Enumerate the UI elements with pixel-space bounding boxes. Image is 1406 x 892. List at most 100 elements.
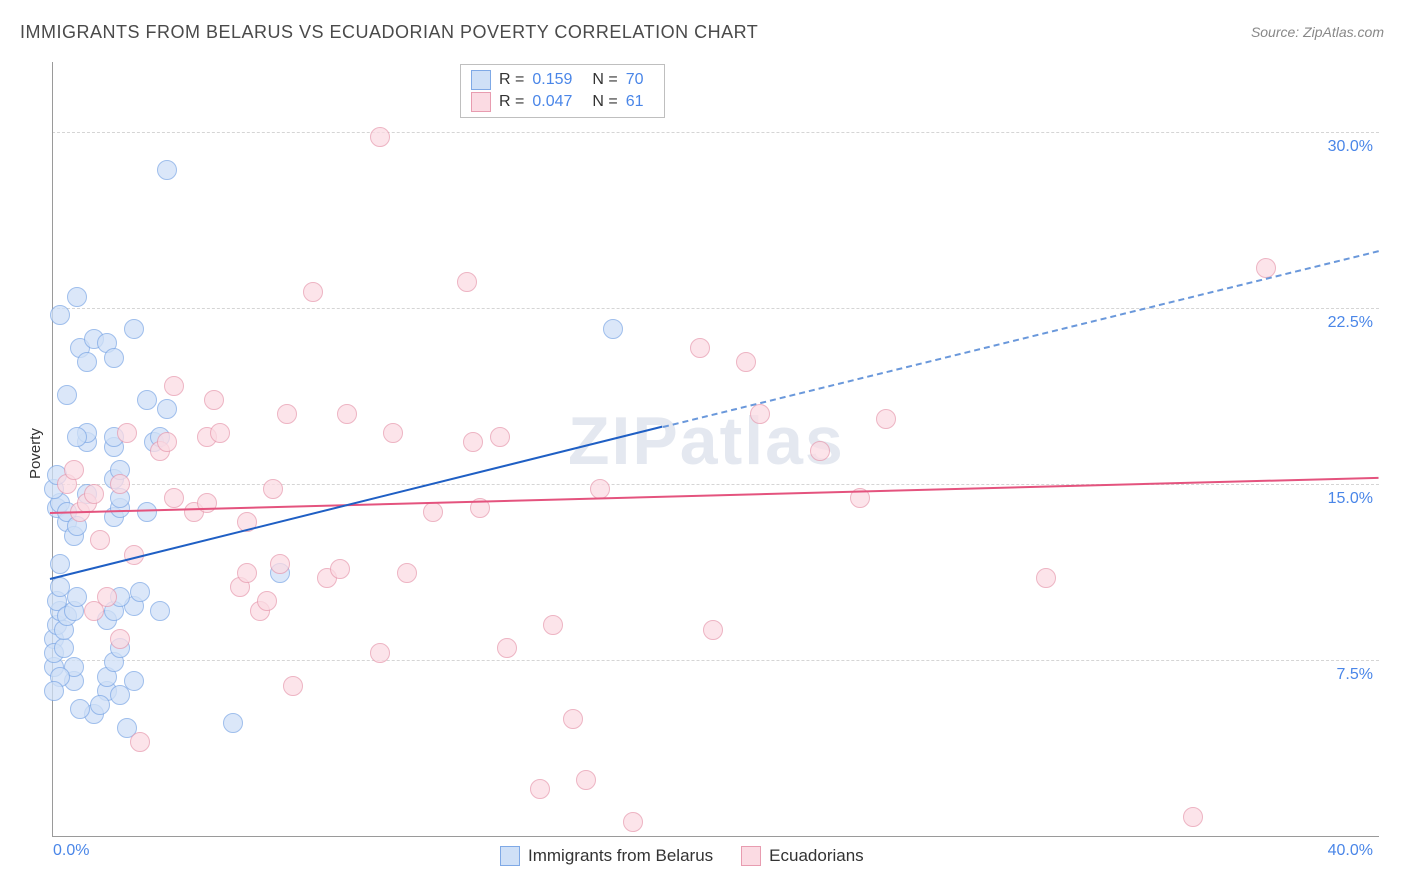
- scatter-point-ecuador: [370, 127, 390, 147]
- r-label: R =: [499, 69, 524, 91]
- scatter-point-ecuador: [164, 376, 184, 396]
- scatter-point-ecuador: [490, 427, 510, 447]
- scatter-point-belarus: [44, 681, 64, 701]
- scatter-point-ecuador: [237, 563, 257, 583]
- scatter-point-ecuador: [257, 591, 277, 611]
- scatter-point-ecuador: [210, 423, 230, 443]
- scatter-point-belarus: [67, 587, 87, 607]
- scatter-point-belarus: [603, 319, 623, 339]
- scatter-point-ecuador: [576, 770, 596, 790]
- scatter-point-ecuador: [130, 732, 150, 752]
- scatter-point-ecuador: [703, 620, 723, 640]
- series-legend: Immigrants from Belarus Ecuadorians: [500, 846, 864, 866]
- scatter-point-ecuador: [397, 563, 417, 583]
- scatter-point-ecuador: [690, 338, 710, 358]
- scatter-point-belarus: [130, 582, 150, 602]
- legend-row: R = 0.047 N = 61: [471, 91, 654, 113]
- scatter-point-ecuador: [1183, 807, 1203, 827]
- scatter-point-belarus: [157, 399, 177, 419]
- scatter-point-ecuador: [530, 779, 550, 799]
- legend-label: Immigrants from Belarus: [528, 846, 713, 866]
- legend-item: Immigrants from Belarus: [500, 846, 713, 866]
- scatter-point-ecuador: [90, 530, 110, 550]
- scatter-point-ecuador: [810, 441, 830, 461]
- legend-swatch: [741, 846, 761, 866]
- x-tick-label: 0.0%: [53, 842, 89, 860]
- legend-swatch: [500, 846, 520, 866]
- trend-line: [50, 477, 1379, 514]
- gridline: [52, 660, 1379, 661]
- scatter-point-ecuador: [204, 390, 224, 410]
- correlation-legend: R = 0.159 N = 70 R = 0.047 N = 61: [460, 64, 665, 118]
- scatter-point-ecuador: [263, 479, 283, 499]
- scatter-plot: ZIPatlas7.5%15.0%22.5%30.0%0.0%40.0%Pove…: [47, 62, 1379, 836]
- scatter-point-ecuador: [736, 352, 756, 372]
- r-label: R =: [499, 91, 524, 113]
- scatter-point-belarus: [77, 352, 97, 372]
- legend-row: R = 0.159 N = 70: [471, 69, 654, 91]
- scatter-point-belarus: [50, 554, 70, 574]
- gridline: [52, 132, 1379, 133]
- scatter-point-ecuador: [1036, 568, 1056, 588]
- trend-line: [663, 250, 1379, 428]
- scatter-point-ecuador: [497, 638, 517, 658]
- scatter-point-belarus: [104, 348, 124, 368]
- x-tick-label: 40.0%: [1328, 842, 1373, 860]
- scatter-point-ecuador: [84, 484, 104, 504]
- scatter-point-ecuador: [423, 502, 443, 522]
- scatter-point-ecuador: [64, 460, 84, 480]
- y-tick-label: 7.5%: [1337, 666, 1373, 684]
- y-tick-label: 15.0%: [1328, 490, 1373, 508]
- y-axis-label: Poverty: [27, 428, 44, 479]
- scatter-point-ecuador: [876, 409, 896, 429]
- scatter-point-belarus: [137, 502, 157, 522]
- legend-swatch: [471, 70, 491, 90]
- r-value: 0.047: [532, 91, 584, 113]
- scatter-point-ecuador: [283, 676, 303, 696]
- scatter-point-ecuador: [277, 404, 297, 424]
- r-value: 0.159: [532, 69, 584, 91]
- scatter-point-ecuador: [370, 643, 390, 663]
- scatter-point-ecuador: [337, 404, 357, 424]
- scatter-point-ecuador: [330, 559, 350, 579]
- watermark: ZIPatlas: [568, 402, 845, 480]
- scatter-point-ecuador: [563, 709, 583, 729]
- scatter-point-ecuador: [590, 479, 610, 499]
- scatter-point-ecuador: [383, 423, 403, 443]
- y-axis: [52, 62, 53, 836]
- n-label: N =: [592, 91, 617, 113]
- gridline: [52, 484, 1379, 485]
- y-tick-label: 30.0%: [1328, 138, 1373, 156]
- scatter-point-belarus: [90, 695, 110, 715]
- scatter-point-ecuador: [157, 432, 177, 452]
- scatter-point-belarus: [223, 713, 243, 733]
- n-value: 70: [626, 69, 654, 91]
- n-value: 61: [626, 91, 654, 113]
- scatter-point-belarus: [157, 160, 177, 180]
- scatter-point-ecuador: [750, 404, 770, 424]
- scatter-point-ecuador: [457, 272, 477, 292]
- scatter-point-belarus: [57, 385, 77, 405]
- scatter-point-belarus: [50, 305, 70, 325]
- scatter-point-ecuador: [303, 282, 323, 302]
- scatter-point-belarus: [124, 319, 144, 339]
- scatter-point-ecuador: [463, 432, 483, 452]
- scatter-point-ecuador: [270, 554, 290, 574]
- legend-label: Ecuadorians: [769, 846, 864, 866]
- scatter-point-ecuador: [623, 812, 643, 832]
- n-label: N =: [592, 69, 617, 91]
- chart-title: IMMIGRANTS FROM BELARUS VS ECUADORIAN PO…: [20, 22, 758, 43]
- x-axis: [52, 836, 1379, 837]
- scatter-point-ecuador: [164, 488, 184, 508]
- scatter-point-belarus: [137, 390, 157, 410]
- scatter-point-belarus: [150, 601, 170, 621]
- scatter-point-ecuador: [543, 615, 563, 635]
- scatter-point-ecuador: [97, 587, 117, 607]
- scatter-point-belarus: [67, 287, 87, 307]
- gridline: [52, 308, 1379, 309]
- y-tick-label: 22.5%: [1328, 314, 1373, 332]
- source-credit: Source: ZipAtlas.com: [1251, 24, 1384, 40]
- legend-item: Ecuadorians: [741, 846, 864, 866]
- legend-swatch: [471, 92, 491, 112]
- scatter-point-ecuador: [117, 423, 137, 443]
